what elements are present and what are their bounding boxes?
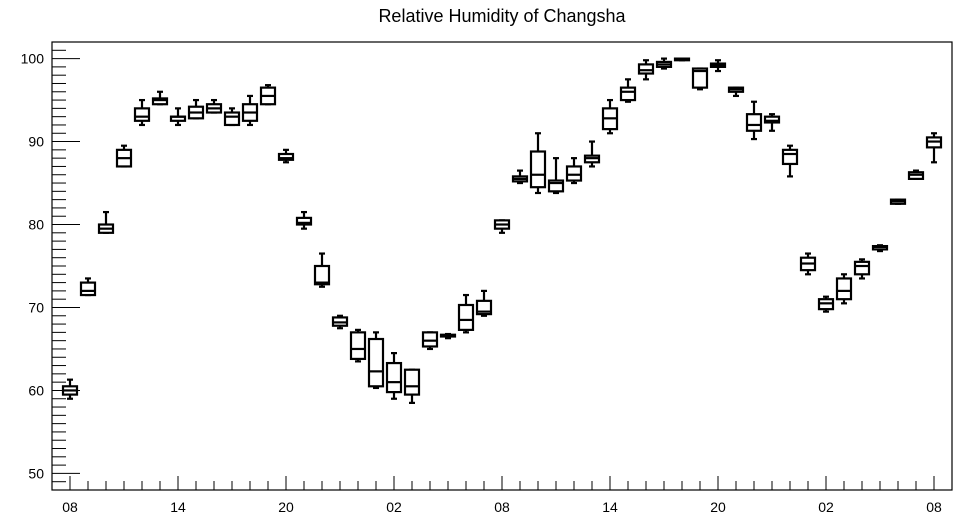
box-9 bbox=[223, 107, 241, 127]
box-35 bbox=[691, 67, 709, 91]
box-iqr bbox=[349, 331, 367, 361]
box-4 bbox=[133, 98, 151, 127]
x-tick-label: 02 bbox=[818, 499, 834, 515]
box-28 bbox=[565, 157, 583, 185]
x-tick-label: 20 bbox=[710, 499, 726, 515]
box-iqr bbox=[745, 113, 763, 132]
x-tick-label: 08 bbox=[494, 499, 510, 515]
box-16 bbox=[349, 328, 367, 363]
box-23 bbox=[475, 289, 493, 317]
box-iqr bbox=[691, 67, 709, 89]
box-12 bbox=[277, 148, 295, 164]
box-14 bbox=[313, 252, 331, 288]
box-iqr bbox=[295, 216, 313, 226]
box-29 bbox=[583, 140, 601, 168]
box-17 bbox=[367, 331, 385, 390]
plot-frame bbox=[51, 41, 953, 491]
box-20 bbox=[421, 331, 439, 351]
box-24 bbox=[493, 219, 511, 234]
box-42 bbox=[817, 295, 835, 313]
box-iqr bbox=[79, 281, 97, 297]
box-30 bbox=[601, 98, 619, 135]
box-39 bbox=[763, 113, 781, 132]
box-iqr bbox=[313, 264, 331, 286]
box-43 bbox=[835, 273, 853, 305]
box-8 bbox=[205, 98, 223, 114]
box-40 bbox=[781, 144, 799, 178]
box-44 bbox=[853, 258, 871, 280]
box-45 bbox=[871, 244, 889, 253]
box-19 bbox=[403, 368, 421, 404]
box-18 bbox=[385, 352, 403, 400]
x-tick-label: 14 bbox=[170, 499, 186, 515]
box-37 bbox=[727, 86, 745, 98]
box-iqr bbox=[133, 107, 151, 122]
box-iqr bbox=[151, 97, 169, 106]
y-axis: 50 60 70 80 90 100 bbox=[21, 49, 80, 483]
box-46 bbox=[889, 198, 907, 205]
y-tick-label: 70 bbox=[28, 299, 44, 315]
box-iqr bbox=[421, 331, 439, 348]
box-32 bbox=[637, 59, 655, 81]
y-tick-label: 60 bbox=[28, 382, 44, 398]
box-34 bbox=[673, 57, 691, 62]
box-11 bbox=[259, 84, 277, 106]
box-2 bbox=[97, 210, 115, 234]
x-tick-label: 02 bbox=[386, 499, 402, 515]
box-iqr bbox=[565, 165, 583, 182]
box-1 bbox=[79, 277, 97, 297]
box-iqr bbox=[619, 86, 637, 102]
box-41 bbox=[799, 252, 817, 276]
x-tick-label: 08 bbox=[62, 499, 78, 515]
box-iqr bbox=[853, 260, 871, 276]
box-5 bbox=[151, 90, 169, 106]
box-iqr bbox=[403, 368, 421, 396]
y-tick-label: 90 bbox=[28, 134, 44, 150]
box-iqr bbox=[763, 115, 781, 124]
box-10 bbox=[241, 94, 259, 127]
x-axis: 08 14 20 02 08 14 20 02 08 bbox=[62, 476, 942, 515]
x-tick-label: 14 bbox=[602, 499, 618, 515]
box-6 bbox=[169, 107, 187, 127]
box-33 bbox=[655, 57, 673, 70]
box-36 bbox=[709, 59, 727, 73]
box-series bbox=[61, 57, 943, 404]
box-3 bbox=[115, 144, 133, 168]
box-38 bbox=[745, 100, 763, 141]
x-tick-label: 08 bbox=[926, 499, 942, 515]
box-21 bbox=[439, 332, 457, 340]
box-iqr bbox=[385, 361, 403, 394]
box-iqr bbox=[835, 277, 853, 301]
box-7 bbox=[187, 98, 205, 120]
y-tick-label: 100 bbox=[21, 51, 45, 67]
box-iqr bbox=[223, 111, 241, 127]
box-27 bbox=[547, 157, 565, 195]
box-22 bbox=[457, 293, 475, 334]
box-iqr bbox=[781, 148, 799, 166]
x-tick-label: 20 bbox=[278, 499, 294, 515]
box-iqr bbox=[637, 63, 655, 75]
box-26 bbox=[529, 132, 547, 195]
box-25 bbox=[511, 169, 529, 185]
box-0 bbox=[61, 378, 79, 400]
box-31 bbox=[619, 78, 637, 103]
box-iqr bbox=[277, 152, 295, 161]
chart-title: Relative Humidity of Changsha bbox=[378, 6, 626, 26]
box-iqr bbox=[529, 150, 547, 189]
box-iqr bbox=[367, 337, 385, 388]
box-13 bbox=[295, 210, 313, 230]
box-15 bbox=[331, 314, 349, 330]
box-iqr bbox=[547, 179, 565, 193]
box-48 bbox=[925, 132, 943, 164]
box-47 bbox=[907, 169, 925, 180]
y-tick-label: 50 bbox=[28, 465, 44, 481]
y-tick-label: 80 bbox=[28, 217, 44, 233]
box-iqr bbox=[457, 303, 475, 331]
